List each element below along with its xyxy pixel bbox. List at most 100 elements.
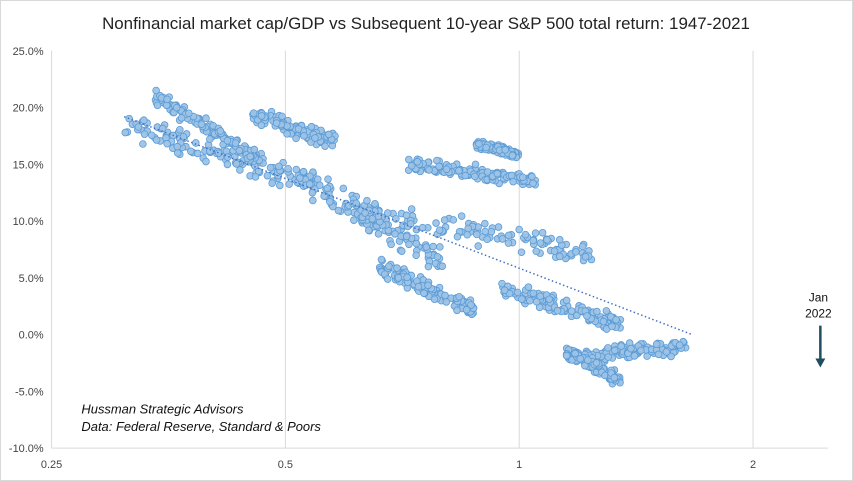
scatter-point bbox=[385, 262, 393, 271]
scatter-point bbox=[481, 219, 489, 228]
scatter-point bbox=[177, 114, 186, 122]
scatter-point bbox=[350, 216, 358, 224]
scatter-point bbox=[158, 124, 167, 133]
scatter-point bbox=[368, 215, 377, 223]
scatter-point bbox=[435, 226, 444, 234]
scatter-point bbox=[422, 243, 431, 251]
scatter-point bbox=[257, 112, 266, 120]
scatter-point bbox=[529, 236, 537, 245]
scatter-point bbox=[457, 212, 466, 220]
scatter-point bbox=[140, 130, 149, 138]
scatter-point bbox=[266, 163, 275, 172]
scatter-point bbox=[531, 229, 540, 237]
scatter-point bbox=[608, 322, 616, 331]
chart-title: Nonfinancial market cap/GDP vs Subsequen… bbox=[102, 14, 750, 33]
scatter-point bbox=[532, 297, 541, 306]
scatter-point bbox=[583, 312, 591, 320]
scatter-point bbox=[334, 206, 343, 215]
scatter-point bbox=[173, 142, 182, 151]
scatter-point bbox=[387, 240, 395, 249]
scatter-point bbox=[442, 298, 451, 306]
scatter-point bbox=[438, 262, 447, 270]
scatter-point bbox=[202, 157, 210, 166]
scatter-point bbox=[363, 196, 371, 205]
scatter-point bbox=[504, 231, 513, 240]
trendline-line bbox=[123, 115, 693, 336]
scatter-point bbox=[536, 292, 545, 301]
scatter-point bbox=[474, 242, 482, 250]
scatter-point bbox=[521, 230, 530, 239]
scatter-point bbox=[121, 128, 130, 137]
scatter-point bbox=[418, 223, 427, 232]
scatter-point bbox=[413, 157, 422, 166]
scatter-point bbox=[371, 199, 379, 208]
scatter-point bbox=[311, 134, 319, 142]
scatter-point bbox=[436, 243, 444, 251]
scatter-point bbox=[321, 142, 329, 150]
scatter-point bbox=[223, 160, 232, 169]
scatter-point bbox=[420, 289, 428, 297]
scatter-point bbox=[538, 228, 547, 237]
scatter-point bbox=[441, 291, 449, 300]
scatter-point bbox=[667, 352, 675, 361]
scatter-point bbox=[567, 307, 576, 315]
scatter-point bbox=[249, 109, 258, 117]
scatter-point bbox=[163, 139, 171, 148]
scatter-point bbox=[404, 155, 413, 164]
scatter-point bbox=[464, 224, 473, 233]
scatter-point bbox=[571, 349, 579, 358]
scatter-point bbox=[467, 301, 475, 309]
x-tick-label: 0.5 bbox=[278, 459, 293, 471]
scatter-point bbox=[498, 235, 507, 243]
scatter-point bbox=[152, 136, 161, 144]
scatter-point bbox=[398, 247, 406, 255]
x-tick-label: 0.25 bbox=[41, 459, 62, 471]
scatter-point bbox=[216, 127, 225, 135]
scatter-point bbox=[323, 184, 332, 193]
scatter-point bbox=[251, 173, 260, 181]
scatter-point bbox=[191, 139, 200, 147]
scatter-point bbox=[147, 131, 156, 140]
x-axis-ticks: 0.25 0.5 1 2 bbox=[41, 459, 756, 471]
callout-line-2: 2022 bbox=[805, 307, 832, 321]
scatter-point bbox=[296, 174, 304, 182]
scatter-point bbox=[562, 351, 571, 360]
scatter-point bbox=[654, 350, 663, 359]
scatter-point bbox=[513, 288, 522, 297]
x-tick-label: 2 bbox=[750, 459, 756, 471]
scatter-point bbox=[462, 306, 471, 314]
scatter-point bbox=[435, 162, 443, 171]
gridlines bbox=[51, 50, 829, 449]
scatter-point bbox=[526, 296, 534, 305]
scatter-point bbox=[285, 180, 293, 188]
scatter-point bbox=[324, 130, 333, 139]
scatter-point bbox=[305, 180, 314, 188]
scatter-point bbox=[553, 306, 562, 315]
scatter-point bbox=[276, 181, 284, 190]
scatter-point bbox=[518, 295, 526, 303]
scatter-point bbox=[292, 165, 301, 174]
scatter-point bbox=[440, 216, 449, 224]
scatter-point bbox=[374, 230, 383, 238]
scatter-point bbox=[424, 281, 432, 290]
scatter-point bbox=[599, 317, 608, 326]
scatter-point bbox=[214, 149, 223, 157]
scatter-point bbox=[578, 242, 587, 251]
scatter-point bbox=[572, 248, 580, 256]
scatter-point bbox=[185, 109, 193, 118]
scatter-point bbox=[482, 143, 490, 152]
scatter-point bbox=[206, 147, 214, 155]
scatter-point bbox=[308, 188, 317, 197]
scatter-point bbox=[528, 172, 536, 181]
scatter-point bbox=[576, 355, 585, 363]
scatter-point bbox=[361, 209, 369, 217]
y-tick-label: 10.0% bbox=[13, 216, 44, 228]
scatter-point bbox=[593, 307, 601, 316]
scatter-point bbox=[263, 171, 272, 180]
scatter-point bbox=[543, 236, 551, 244]
scatter-point bbox=[584, 356, 592, 364]
scatter-point bbox=[275, 162, 283, 171]
scatter-point bbox=[299, 167, 308, 176]
scatter-point bbox=[402, 211, 411, 220]
